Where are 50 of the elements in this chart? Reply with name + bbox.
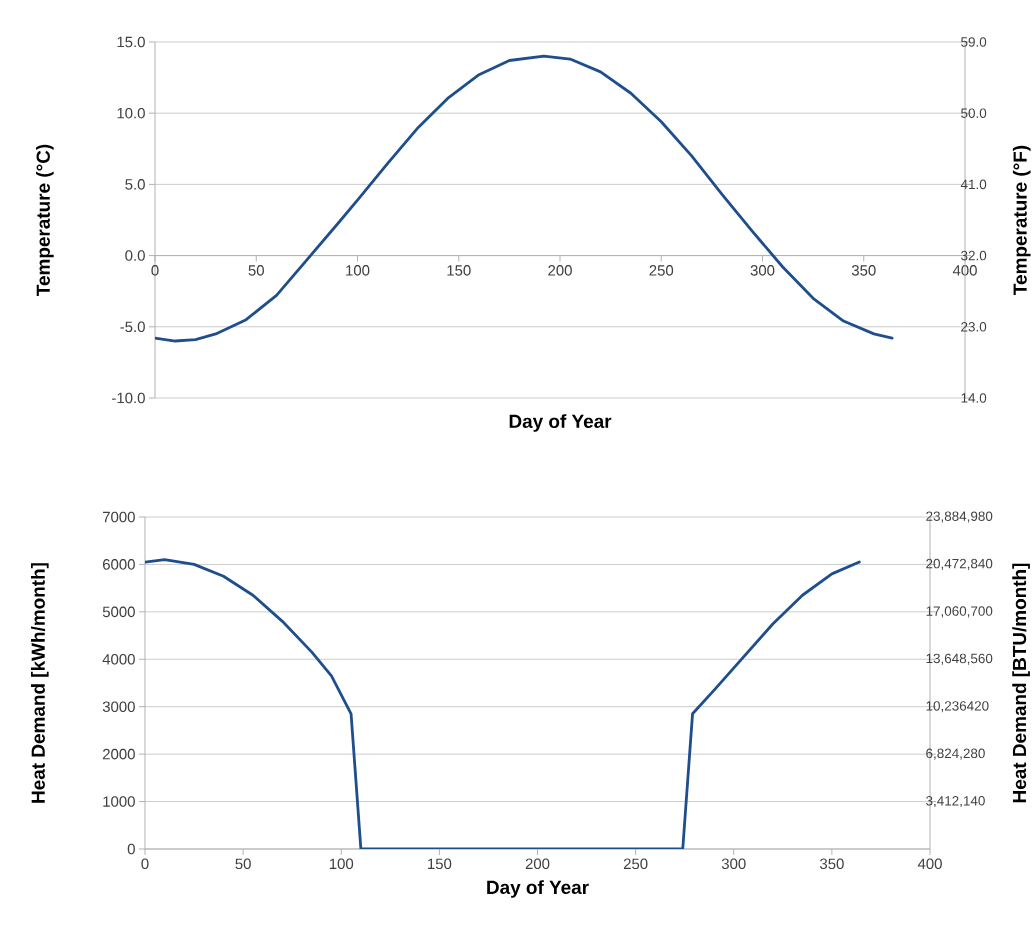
y-tick-label: 0.0 <box>125 250 145 261</box>
y-tick-label: -5.0 <box>120 321 145 333</box>
x-axis-title: Day of Year <box>509 414 612 432</box>
y-tick-label: 7000 <box>103 511 135 523</box>
y2-axis-title: Temperature (°F) <box>1012 145 1031 295</box>
x-tick-label: 300 <box>750 265 775 276</box>
y-tick-label: 5000 <box>102 606 135 618</box>
y-tick-label: 0 <box>127 843 135 855</box>
y2-tick-label: 3,412,140 <box>926 796 985 808</box>
y-tick-label: 4000 <box>102 653 135 665</box>
y-tick-label: 3000 <box>102 701 135 712</box>
y-tick-label: 5.0 <box>125 179 145 190</box>
x-tick-label: 400 <box>952 265 977 276</box>
y2-tick-label: 10,236420 <box>926 701 989 713</box>
x-tick-label: 50 <box>248 265 264 276</box>
x-tick-label: 400 <box>917 858 942 870</box>
y2-tick-label: 41.0 <box>960 179 987 190</box>
y2-tick-label: 6,824,280 <box>926 748 985 760</box>
x-tick-label: 0 <box>151 265 159 276</box>
x-tick-label: 200 <box>525 858 550 870</box>
y2-tick-label: 50.0 <box>961 108 987 118</box>
x-tick-label: 250 <box>649 265 674 276</box>
y-tick-label: 6000 <box>103 559 135 570</box>
y2-tick-label: 13,648,560 <box>926 653 993 665</box>
y-tick-label: 15.0 <box>117 36 145 48</box>
y2-tick-label: 17,060,700 <box>926 606 993 618</box>
x-tick-label: 250 <box>623 858 648 870</box>
x-axis-title: Day of Year <box>487 880 589 898</box>
x-tick-label: 100 <box>346 265 370 276</box>
y-tick-label: 2000 <box>102 748 135 760</box>
x-tick-label: 300 <box>721 858 746 870</box>
x-tick-label: 350 <box>819 858 844 870</box>
y2-tick-label: 23.0 <box>961 322 987 332</box>
y-tick-label: 1000 <box>103 796 135 807</box>
y2-tick-label: 20,472,840 <box>926 558 993 570</box>
y2-tick-label: 32.0 <box>961 250 987 261</box>
x-tick-label: 150 <box>428 858 452 870</box>
y2-tick-label: 59.0 <box>961 37 987 47</box>
x-tick-label: 150 <box>447 265 471 276</box>
y-tick-label: -10.0 <box>112 392 145 404</box>
y-tick-label: 10.0 <box>117 107 145 119</box>
x-tick-label: 200 <box>548 265 572 276</box>
x-tick-label: 100 <box>329 858 354 870</box>
y-axis-title: Heat Demand [kWh/month] <box>30 563 49 803</box>
y-axis-title: Temperature (°C) <box>36 144 54 296</box>
y2-axis-title: Heat Demand [BTU/month] <box>1012 563 1030 803</box>
y2-tick-label: 23,884,980 <box>926 511 993 523</box>
y2-tick-label: 14.0 <box>961 393 987 403</box>
x-tick-label: 350 <box>851 265 876 276</box>
x-tick-label: 50 <box>235 858 251 870</box>
